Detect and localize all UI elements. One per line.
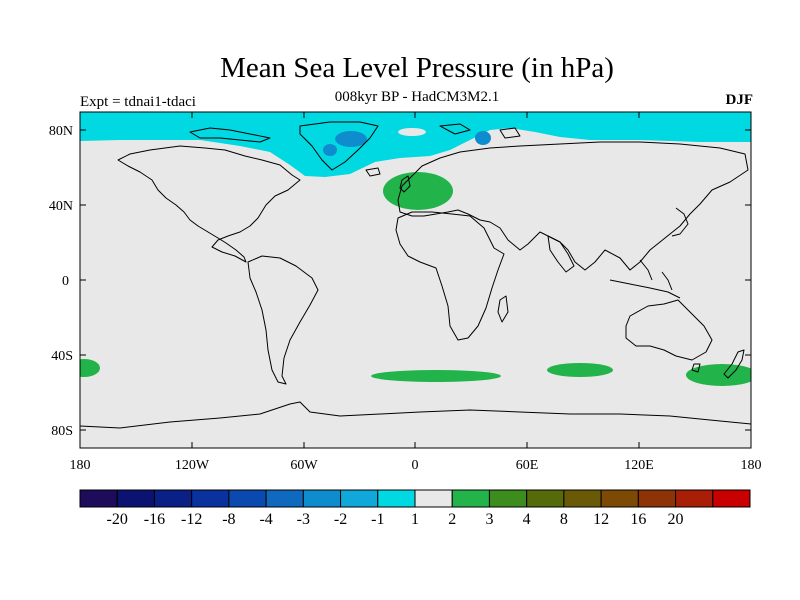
svalbard-white-patch xyxy=(398,128,426,136)
coastline-tasmania xyxy=(691,363,701,373)
tasman-positive-anomaly xyxy=(686,364,751,386)
colorbar-swatch xyxy=(414,489,453,508)
south-pacific-positive-anomaly xyxy=(80,359,100,377)
colorbar-label: -2 xyxy=(334,511,347,528)
lon-tick-labels: 180 120W 60W 0 60E 120E 180 xyxy=(70,458,762,473)
coastline-antarctica xyxy=(80,401,751,429)
europe-positive-anomaly xyxy=(383,172,453,210)
colorbar-label: -3 xyxy=(297,511,310,528)
colorbar-swatch xyxy=(637,489,677,508)
colorbar-swatch xyxy=(302,489,342,508)
colorbar-swatch xyxy=(712,489,751,508)
coastline-australia xyxy=(625,299,713,361)
lon-axis xyxy=(191,112,640,448)
colorbar-swatch xyxy=(79,489,118,508)
coastline-british-isles xyxy=(399,175,411,193)
colorbar-label: -8 xyxy=(222,511,235,528)
coastline-north-america xyxy=(117,145,301,263)
lon-tick-label: 120W xyxy=(175,458,210,473)
coastline-madagascar xyxy=(497,295,509,323)
coastline-new-zealand xyxy=(723,349,745,379)
colorbar-label: -4 xyxy=(259,511,272,528)
map-title: Mean Sea Level Pressure (in hPa) xyxy=(220,52,614,84)
south-indian-positive-anomaly xyxy=(547,363,613,377)
experiment-label: Expt = tdnai1-tdaci xyxy=(80,94,196,110)
lon-tick-label: 60E xyxy=(516,458,539,473)
lon-tick-label: 120E xyxy=(624,458,654,473)
lat-tick-label: 40S xyxy=(51,349,73,364)
colorbar-label: -16 xyxy=(144,511,165,528)
colorbar-label: 20 xyxy=(668,511,684,528)
lon-tick-label: 0 xyxy=(412,458,419,473)
south-atlantic-positive-anomaly xyxy=(371,370,501,382)
colorbar-label: -20 xyxy=(107,511,128,528)
map-background xyxy=(80,112,751,448)
colorbar-label: 4 xyxy=(523,511,531,528)
colorbar-label: 8 xyxy=(560,511,568,528)
greenland-stronger-anomaly-b xyxy=(323,144,337,156)
lat-tick-label: 80N xyxy=(49,124,73,139)
coastline-africa xyxy=(395,211,505,341)
colorbar-label: -1 xyxy=(371,511,384,528)
colorbar-label: 2 xyxy=(448,511,456,528)
colorbar-label: -12 xyxy=(181,511,202,528)
lat-axis xyxy=(80,129,751,431)
greenland-stronger-anomaly xyxy=(335,131,367,147)
lon-tick-label: 180 xyxy=(70,458,91,473)
coastline-se-asia xyxy=(609,259,681,299)
coastlines xyxy=(80,121,751,429)
lon-tick-label: 180 xyxy=(741,458,762,473)
colorbar-label: 1 xyxy=(411,511,419,528)
colorbar: -20 -16 -12 -8 -4 -3 -2 -1 1 2 3 4 8 12 16 20 xyxy=(79,489,751,528)
colorbar-swatch xyxy=(191,489,230,508)
colorbar-swatch xyxy=(451,489,490,508)
colorbar-swatch xyxy=(377,489,416,508)
colorbar-swatch xyxy=(116,489,155,508)
barents-stronger-anomaly xyxy=(475,131,491,145)
lat-tick-label: 40N xyxy=(49,199,73,214)
colorbar-swatch xyxy=(600,489,639,508)
coastline-arctic-islands xyxy=(189,123,521,143)
coastline-india xyxy=(547,235,575,273)
lat-tick-label: 0 xyxy=(62,274,69,289)
colorbar-label: 12 xyxy=(593,511,609,528)
anomaly-fields xyxy=(80,112,751,429)
coastline-japan xyxy=(671,207,689,237)
colorbar-swatch xyxy=(153,489,193,508)
colorbar-swatch xyxy=(265,489,304,508)
colorbar-swatch xyxy=(340,489,379,508)
lon-tick-label: 60W xyxy=(290,458,318,473)
colorbar-label: 16 xyxy=(630,511,646,528)
colorbar-swatch xyxy=(675,489,714,508)
map-subtitle: 008kyr BP - HadCM3M2.1 xyxy=(334,89,500,105)
lat-tick-labels: 80N 40N 0 40S 80S xyxy=(49,124,73,439)
colorbar-label: 3 xyxy=(485,511,493,528)
colorbar-swatch xyxy=(526,489,565,508)
arctic-negative-anomaly xyxy=(80,112,751,177)
coastline-south-america xyxy=(247,255,319,385)
colorbar-swatch xyxy=(563,489,602,508)
coastline-eurasia xyxy=(397,141,749,271)
coastline-greenland xyxy=(299,121,379,171)
coastline-iceland xyxy=(365,167,381,177)
colorbar-swatch xyxy=(488,489,528,508)
season-label: DJF xyxy=(725,92,754,108)
lat-tick-label: 80S xyxy=(51,424,73,439)
colorbar-swatch xyxy=(228,489,267,508)
